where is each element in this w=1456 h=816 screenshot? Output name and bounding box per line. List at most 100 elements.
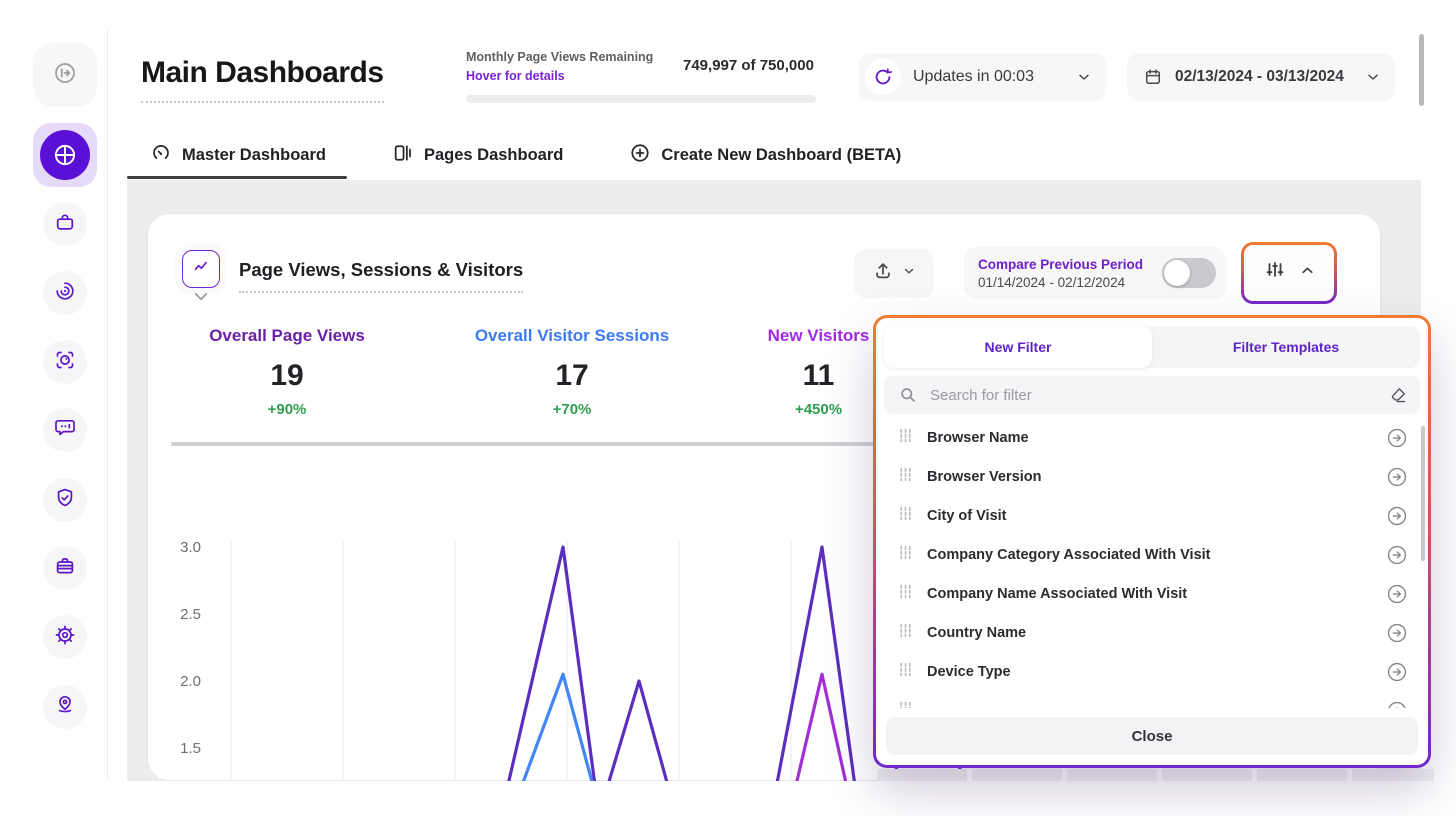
filter-item[interactable]: Device Type: [876, 652, 1428, 691]
tab-master-dashboard[interactable]: Master Dashboard: [150, 142, 326, 169]
filter-item-label: Company Name Associated With Visit: [927, 585, 1188, 602]
arrow-circle-icon[interactable]: [1386, 700, 1408, 708]
filter-list: Browser Name Browser Version City of Vis…: [876, 418, 1428, 708]
stats-scrollbar[interactable]: [171, 442, 1381, 446]
arrow-circle-icon[interactable]: [1386, 622, 1408, 644]
filter-item[interactable]: [876, 691, 1428, 708]
gear-icon: [53, 623, 77, 652]
sidebar: [0, 0, 107, 816]
drag-handle-icon: [898, 701, 913, 708]
filter-item[interactable]: Company Name Associated With Visit: [876, 574, 1428, 613]
dashboards-icon: [40, 130, 90, 180]
filter-item[interactable]: Browser Version: [876, 457, 1428, 496]
plus-circle-icon: [629, 142, 651, 169]
sidebar-item-company[interactable]: [43, 546, 87, 590]
filter-item-label: City of Visit: [927, 507, 1007, 524]
compare-label: Compare Previous Period: [978, 256, 1144, 272]
upload-icon: [872, 260, 894, 287]
search-icon: [901, 388, 915, 402]
stat-overall-page-views: Overall Page Views 19 +90%: [209, 326, 365, 418]
pages-icon: [392, 142, 414, 169]
filter-item[interactable]: Browser Name: [876, 418, 1428, 457]
sidebar-item-behaviour[interactable]: [43, 271, 87, 315]
date-range-picker[interactable]: 02/13/2024 - 03/13/2024: [1127, 53, 1395, 101]
arrow-circle-icon[interactable]: [1386, 544, 1408, 566]
updates-label: Updates in 00:03: [913, 68, 1034, 85]
page-scrollbar[interactable]: [1419, 34, 1424, 106]
widget-title: Page Views, Sessions & Visitors: [239, 259, 524, 293]
quota-details-link[interactable]: Hover for details: [466, 69, 565, 83]
drag-handle-icon: [898, 623, 913, 643]
compare-toggle[interactable]: [1162, 258, 1216, 288]
page-title: Main Dashboards: [141, 56, 384, 103]
collapse-icon: [52, 60, 78, 91]
drag-handle-icon: [898, 467, 913, 487]
sidebar-item-dashboards[interactable]: [33, 123, 97, 187]
shopping-bag-icon: [53, 210, 77, 239]
arrow-circle-icon[interactable]: [1386, 466, 1408, 488]
arrow-circle-icon[interactable]: [1386, 505, 1408, 527]
sidebar-item-location[interactable]: [43, 685, 87, 729]
map-pin-icon: [53, 693, 77, 722]
sliders-icon: [1263, 259, 1287, 288]
filter-popup-tabs: New Filter Filter Templates: [884, 326, 1420, 368]
quota-value: 749,997 of 750,000: [683, 57, 814, 74]
tab-filter-templates[interactable]: Filter Templates: [1232, 339, 1340, 355]
svg-text:3.0: 3.0: [180, 539, 201, 556]
close-button[interactable]: Close: [886, 717, 1418, 755]
quota-block: Monthly Page Views Remaining Hover for d…: [466, 50, 818, 103]
drag-handle-icon: [898, 662, 913, 682]
briefcase-icon: [53, 554, 77, 583]
chevron-down-icon[interactable]: [192, 291, 210, 303]
stat-overall-visitor-sessions: Overall Visitor Sessions 17 +70%: [474, 326, 670, 418]
line-chart-icon: [190, 256, 212, 283]
chevron-down-icon: [1076, 69, 1092, 85]
sidebar-item-privacy[interactable]: [43, 478, 87, 522]
arrow-circle-icon[interactable]: [1386, 427, 1408, 449]
sidebar-item-ecommerce[interactable]: [43, 202, 87, 246]
dashboard-tabs: Master Dashboard Pages Dashboard Create …: [127, 130, 901, 180]
updates-dropdown[interactable]: Updates in 00:03: [858, 53, 1106, 101]
chevron-down-icon: [902, 264, 916, 283]
arrow-circle-icon[interactable]: [1386, 583, 1408, 605]
shield-check-icon: [53, 486, 77, 515]
clear-search-icon[interactable]: [1388, 385, 1408, 405]
tab-pages-dashboard[interactable]: Pages Dashboard: [392, 142, 563, 169]
filter-item-label: Country Name: [927, 624, 1027, 641]
sidebar-item-settings[interactable]: [43, 615, 87, 659]
camera-focus-icon: [53, 348, 77, 377]
drag-handle-icon: [898, 545, 913, 565]
filter-search-input[interactable]: [930, 386, 1388, 404]
tab-new-filter[interactable]: New Filter: [884, 326, 1152, 368]
filter-item-label: Device Type: [927, 663, 1011, 680]
compare-previous-period: Compare Previous Period 01/14/2024 - 02/…: [964, 247, 1226, 299]
filter-item-label: Browser Version: [927, 468, 1042, 485]
arrow-circle-icon[interactable]: [1386, 661, 1408, 683]
filter-item[interactable]: Company Category Associated With Visit: [876, 535, 1428, 574]
compare-range: 01/14/2024 - 02/12/2024: [978, 274, 1126, 290]
export-button[interactable]: [854, 249, 934, 298]
sidebar-item-recordings[interactable]: [43, 340, 87, 384]
date-range-label: 02/13/2024 - 03/13/2024: [1175, 68, 1344, 85]
filter-list-scrollbar[interactable]: [1421, 426, 1425, 561]
filter-item[interactable]: Country Name: [876, 613, 1428, 652]
drag-handle-icon: [898, 506, 913, 526]
sidebar-collapse-button[interactable]: [33, 43, 97, 107]
filter-item-label: Browser Name: [927, 429, 1029, 446]
active-tab-underline: [127, 176, 347, 179]
radar-icon: [53, 279, 77, 308]
stat-new-visitors: New Visitors 11 +450%: [767, 326, 870, 418]
table-header-peek: [877, 769, 1434, 781]
drag-handle-icon: [898, 584, 913, 604]
filter-popup: New Filter Filter Templates Browser: [873, 315, 1431, 768]
quota-progress-bar: [466, 95, 816, 103]
sidebar-item-communication[interactable]: [43, 408, 87, 452]
filter-panel-button[interactable]: [1241, 242, 1337, 304]
widget-type-button[interactable]: [182, 250, 220, 288]
filter-search-bar: [884, 376, 1420, 414]
filter-item[interactable]: City of Visit: [876, 496, 1428, 535]
gauge-icon: [150, 142, 172, 169]
svg-text:2.5: 2.5: [180, 606, 201, 623]
tab-create-new-dashboard[interactable]: Create New Dashboard (BETA): [629, 142, 901, 169]
